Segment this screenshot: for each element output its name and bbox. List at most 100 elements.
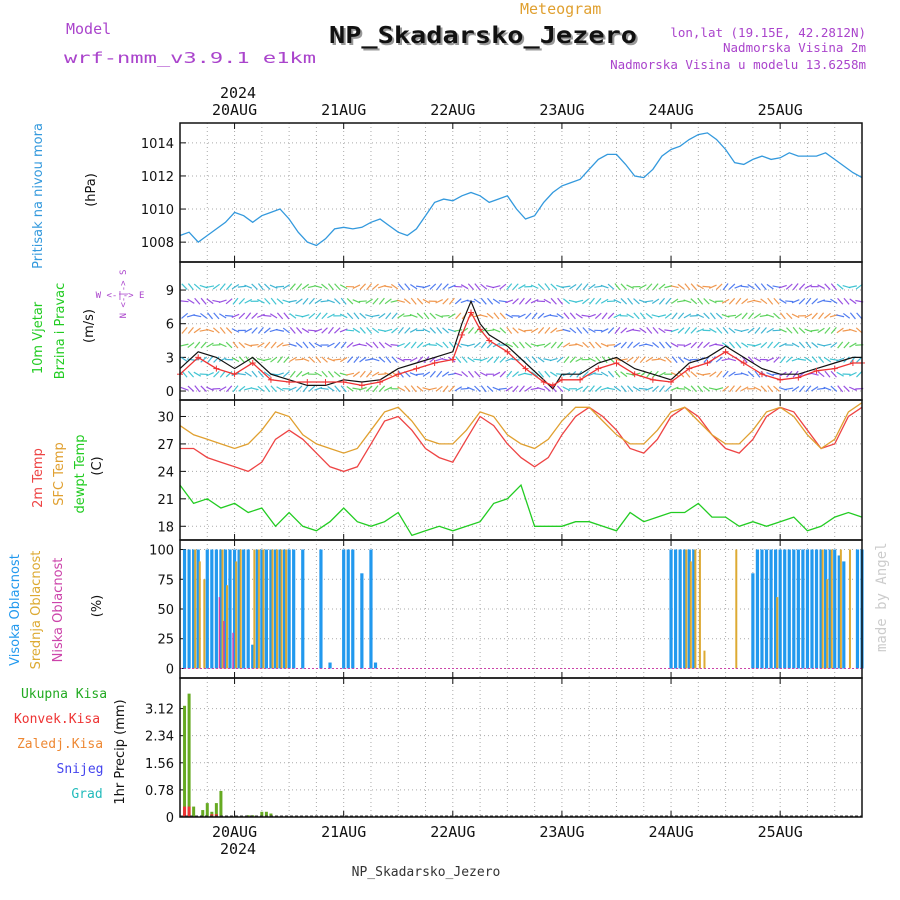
wind-barb	[397, 357, 405, 362]
cloud-bar	[683, 549, 687, 669]
wind-barb	[378, 297, 385, 305]
wind-barb	[556, 356, 564, 363]
wind-barb	[549, 314, 558, 318]
ytick-label: 50	[157, 603, 174, 618]
wind-barb	[702, 285, 711, 288]
cloud-bar	[205, 549, 209, 669]
wind-barb	[334, 327, 341, 334]
wind-barb	[353, 356, 360, 364]
precip-labels: 1hr Precip (mm) Ukupna Kisa Konvek.Kisa …	[14, 687, 128, 805]
wind-barb	[626, 313, 634, 319]
wind-barb	[684, 283, 691, 291]
wind-barb	[594, 312, 602, 319]
wind-barb	[818, 356, 825, 364]
wind-barb	[498, 300, 507, 303]
wind-barb	[683, 342, 692, 348]
wind-barb	[543, 342, 551, 348]
cloud-bar	[276, 549, 279, 669]
wind-barb	[206, 386, 214, 392]
wind-barb	[544, 370, 551, 378]
wind-barb	[722, 385, 730, 392]
wind-barb	[652, 342, 660, 349]
wind-barb	[524, 372, 533, 376]
wind-barb	[735, 341, 742, 349]
wind-barb	[557, 341, 564, 349]
wind-barb	[435, 342, 443, 348]
cloud-bar	[278, 549, 282, 669]
wind-barb	[676, 300, 686, 303]
ytick-label: 100	[149, 544, 174, 559]
ytick-label: 6	[166, 318, 174, 333]
wind-barb	[569, 327, 577, 334]
ytick-label: 1008	[141, 236, 174, 251]
precip-unit: 1hr Precip (mm)	[113, 699, 128, 804]
wind-barb	[633, 312, 640, 320]
wind-barb	[728, 283, 736, 290]
cloud-labels: Visoka Oblacnost Srednja Oblacnost Niska…	[8, 551, 105, 670]
cloud-bar	[855, 549, 860, 669]
wind-barb	[677, 283, 685, 290]
wind-barb	[645, 343, 654, 347]
wind-barb	[665, 385, 672, 392]
wind-barb	[269, 313, 278, 319]
wind-barb	[664, 329, 673, 332]
cloud-bar	[226, 585, 229, 669]
wind-barb	[289, 326, 296, 334]
wind-barb	[633, 356, 640, 364]
watermark: made by Angel	[874, 542, 890, 652]
cloud-title-3: Niska Oblacnost	[51, 558, 66, 663]
wind-barb	[537, 387, 546, 391]
wind-barb	[791, 299, 800, 304]
wind-barb	[257, 283, 264, 291]
wind-barb	[600, 298, 609, 304]
wind-barb	[498, 387, 507, 390]
wind-barb	[524, 329, 533, 332]
wind-barb	[805, 297, 812, 305]
wind-barb	[467, 326, 475, 334]
wind-barb	[728, 371, 736, 377]
wind-barb	[651, 358, 660, 361]
wind-barb	[735, 297, 742, 305]
wind-barb	[346, 329, 355, 332]
wind-barb	[613, 299, 622, 304]
product-title: Meteogram	[520, 0, 601, 18]
wind-barb	[448, 297, 455, 305]
wind-barb	[607, 312, 615, 320]
wind-barb	[187, 326, 194, 334]
wind-barb	[181, 327, 188, 334]
bottom-date-label: 22AUG	[430, 823, 475, 841]
wind-barb	[779, 312, 786, 320]
wind-barb	[314, 342, 323, 348]
wind-barb	[302, 297, 309, 305]
precip-legend-conv: Konvek.Kisa	[14, 712, 100, 727]
cloud-bar	[269, 549, 273, 669]
wind-barb	[753, 343, 762, 347]
precip-legend-grid: Zaledj.Kisa	[17, 737, 103, 752]
wind-barb	[722, 326, 729, 334]
wind-barb	[436, 370, 443, 378]
wind-barb	[238, 341, 246, 349]
wind-barb	[180, 343, 189, 347]
wind-barb	[715, 283, 723, 290]
wind-barb	[837, 341, 844, 349]
wind-barb	[479, 357, 488, 362]
wind-barb	[709, 327, 717, 333]
wind-barb	[301, 283, 310, 290]
wind-barb	[606, 387, 616, 391]
year-top: 2024	[220, 84, 256, 102]
cloud-bar	[685, 549, 688, 669]
wind-barb	[340, 385, 347, 393]
wind-barb	[766, 327, 774, 333]
wind-barb	[524, 341, 532, 349]
wind-barb	[856, 312, 863, 320]
wind-barb	[627, 341, 634, 349]
cloud-bar	[287, 549, 291, 669]
cloud-bar	[194, 549, 197, 669]
wind-barb	[683, 299, 692, 304]
wind-barb	[404, 385, 411, 393]
wind-barb	[715, 312, 723, 319]
wind-barb	[582, 327, 589, 334]
cloud-bar	[210, 549, 214, 669]
wind-barb	[460, 284, 469, 290]
wind-barb	[473, 341, 481, 349]
